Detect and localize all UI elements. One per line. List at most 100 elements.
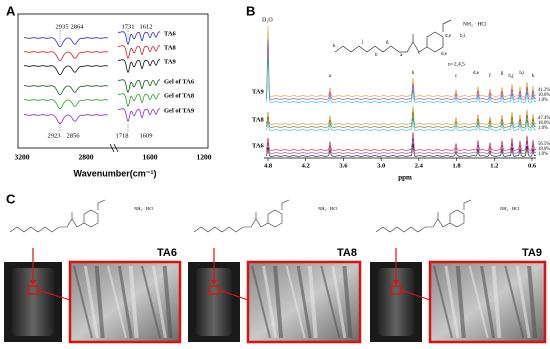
sample-label: TA9 <box>522 247 542 259</box>
connector <box>400 289 431 301</box>
peak-label: 1609 <box>140 132 153 139</box>
x-tick-label: 2.4 <box>415 162 424 169</box>
sem-texture <box>296 265 312 339</box>
peak-label: 2923 <box>48 132 61 139</box>
connector <box>218 289 249 301</box>
nmr-spectrum <box>265 143 536 157</box>
percentage-label: 1.0% <box>538 152 548 157</box>
sem-texture <box>433 265 453 339</box>
percentage-label: 18.0% <box>538 121 550 126</box>
series-label: Gel of TA8 <box>164 92 195 99</box>
peak-letter: k <box>532 74 535 79</box>
x-tick-label: 3.6 <box>339 162 348 169</box>
sem-texture <box>331 265 347 339</box>
x-tick-label: 4.8 <box>264 162 273 169</box>
percentage-label: 41.2% <box>538 88 550 93</box>
peak-letter: d,e <box>473 71 480 76</box>
structure <box>9 199 106 233</box>
sem-texture <box>107 265 127 339</box>
peak-letter: a <box>329 74 332 79</box>
arrow-head <box>393 280 399 285</box>
ftir-spectrum <box>24 37 109 48</box>
sem-texture <box>480 265 496 339</box>
structure-note: n=2,4,5 <box>448 61 465 67</box>
nmr-spectrum <box>265 131 536 151</box>
sem-texture <box>128 265 139 339</box>
x-axis-label: Wavenumber(cm⁻¹) <box>74 168 157 178</box>
ftir-spectrum <box>117 79 160 93</box>
ftir-spectrum <box>24 114 109 125</box>
nmr-spectrum <box>265 111 536 128</box>
structure-letter: a <box>400 53 403 58</box>
series-label: TA9 <box>164 58 177 65</box>
x-axis-label: ppm <box>398 174 412 182</box>
structure-letter: k <box>333 44 336 49</box>
peak-label: 1731 <box>122 23 135 30</box>
axis-break <box>113 143 119 153</box>
peak-letter: h,i <box>519 71 525 76</box>
nmr-spectrum <box>265 25 536 97</box>
structure-letter: d,e <box>441 52 448 57</box>
percentage-label: 10.0% <box>538 93 550 98</box>
sem-texture <box>117 265 133 339</box>
structure <box>193 199 290 233</box>
peak-label: 1612 <box>140 23 153 30</box>
peak-letter: c <box>455 74 458 79</box>
vial <box>12 268 54 336</box>
structure-amine: NH₂ · HCl <box>463 21 487 27</box>
sem-texture <box>273 265 284 339</box>
nmr-spectrum <box>265 39 536 100</box>
solvent-label: D₂O <box>262 17 273 23</box>
sem-texture <box>94 265 105 339</box>
x-tick-label: 3200 <box>15 153 30 162</box>
arrow-head <box>30 280 36 285</box>
sem-texture <box>468 265 489 339</box>
sem-texture <box>83 265 99 339</box>
ftir-spectrum <box>24 51 109 62</box>
x-tick-label: 1.2 <box>490 162 498 169</box>
peak-letter: b <box>412 71 415 76</box>
percentage-label: 1.0% <box>538 126 548 131</box>
percentage-label: 1.0% <box>538 98 548 103</box>
axis-break <box>109 143 115 153</box>
percentage-label: 18.0% <box>538 147 550 152</box>
peak-label: 1718 <box>116 132 129 139</box>
x-tick-label: 3.0 <box>377 162 385 169</box>
sample-label: TA8 <box>252 116 265 123</box>
series-label: TA8 <box>164 44 177 51</box>
percentage-label: 47.4% <box>538 116 550 121</box>
peak-label: 2864 <box>71 23 85 30</box>
nmr-spectrum <box>265 117 536 131</box>
panel-letter: A <box>6 3 16 18</box>
nmr-spectrum <box>265 137 536 154</box>
structure <box>334 19 452 53</box>
peak-label: 2935 <box>56 23 69 30</box>
arrow-head <box>211 280 217 285</box>
sem-texture <box>151 265 167 339</box>
structure-letter: g <box>386 40 389 45</box>
x-tick-label: 2800 <box>79 153 94 162</box>
sample-label: TA6 <box>157 247 177 259</box>
sample-label: TA8 <box>337 247 357 259</box>
sem-texture <box>141 265 161 339</box>
x-tick-label: 4.2 <box>302 162 310 169</box>
structure-amine: NH₂ · HCl <box>500 206 520 211</box>
series-label: Gel of TA6 <box>164 78 195 85</box>
sample-label: TA9 <box>252 88 265 95</box>
connector <box>37 289 71 301</box>
x-tick-label: 0.6 <box>528 162 537 169</box>
sem-texture <box>320 265 341 339</box>
peak-letter: g <box>501 71 504 76</box>
series-label: Gel of TA9 <box>164 107 195 114</box>
structure-amine: NH₂ · HCl <box>134 206 154 211</box>
peak-label: 2856 <box>67 132 81 139</box>
sem-texture <box>515 265 531 339</box>
ftir-spectrum <box>117 108 160 122</box>
peak-letter: f <box>489 74 491 79</box>
sem-texture <box>73 265 93 339</box>
vial <box>378 268 414 336</box>
ftir-spectrum <box>117 45 160 59</box>
vial <box>196 268 232 336</box>
sem-texture <box>307 265 318 339</box>
x-tick-label: 1200 <box>197 153 212 162</box>
